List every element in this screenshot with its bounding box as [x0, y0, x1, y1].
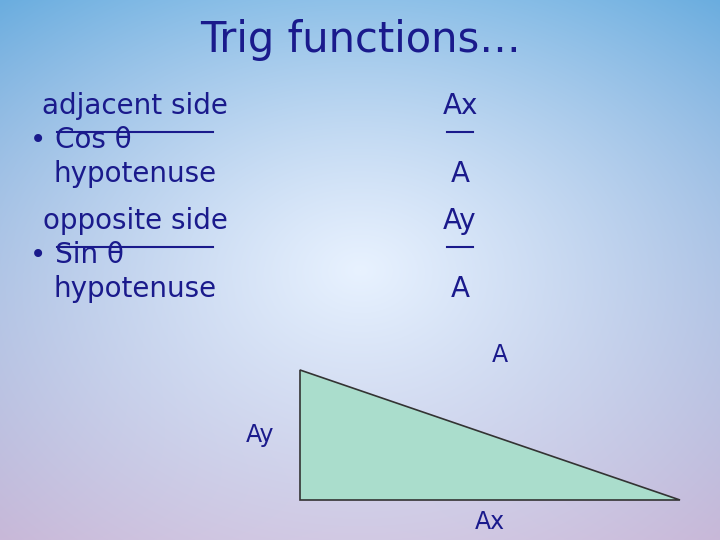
Text: hypotenuse: hypotenuse: [53, 275, 217, 303]
Text: A: A: [451, 160, 469, 188]
Text: adjacent side: adjacent side: [42, 92, 228, 120]
Text: Ay: Ay: [246, 423, 274, 447]
Text: Ax: Ax: [475, 510, 505, 534]
Text: A: A: [451, 275, 469, 303]
Text: • Cos θ: • Cos θ: [30, 126, 132, 154]
Text: Trig functions…: Trig functions…: [199, 19, 521, 61]
Polygon shape: [300, 370, 680, 500]
Text: A: A: [492, 343, 508, 367]
Text: Ax: Ax: [442, 92, 477, 120]
Text: opposite side: opposite side: [42, 207, 228, 235]
Text: Ay: Ay: [444, 207, 477, 235]
Text: • Sin θ: • Sin θ: [30, 241, 124, 269]
Text: hypotenuse: hypotenuse: [53, 160, 217, 188]
